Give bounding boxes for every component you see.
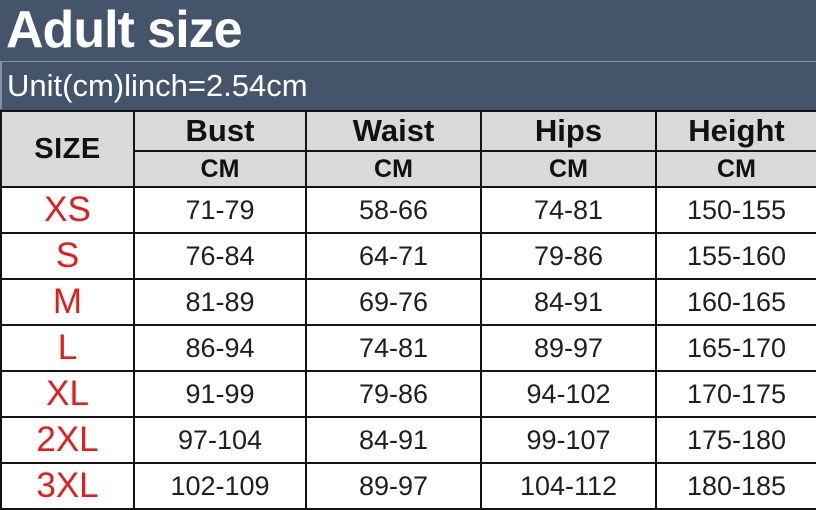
waist-value: 58-66 xyxy=(305,186,482,234)
waist-value: 79-86 xyxy=(305,370,482,418)
table-row-2xl: 2XL 97-104 84-91 99-107 175-180 xyxy=(0,416,816,464)
page-title: Adult size xyxy=(6,1,243,59)
size-table: SIZE Bust Waist Hips Height CM CM CM CM … xyxy=(0,110,816,510)
bust-value: 86-94 xyxy=(133,324,307,372)
table-row-3xl: 3XL 102-109 89-97 104-112 180-185 xyxy=(0,462,816,510)
size-table-header: SIZE Bust Waist Hips Height CM CM CM CM xyxy=(0,110,816,188)
col-header-height: Height xyxy=(655,110,816,152)
unit-header-bust: CM xyxy=(133,150,307,188)
bust-value: 81-89 xyxy=(133,278,307,326)
col-header-waist: Waist xyxy=(305,110,482,152)
size-label: XL xyxy=(0,370,135,418)
size-label: XS xyxy=(0,186,135,234)
height-value: 150-155 xyxy=(655,186,816,234)
unit-header-row: CM CM CM CM xyxy=(1,150,816,188)
hips-value: 89-97 xyxy=(480,324,657,372)
bust-value: 97-104 xyxy=(133,416,307,464)
banner: Adult size Unit(cm)linch=2.54cm xyxy=(0,0,816,110)
height-value: 155-160 xyxy=(655,232,816,280)
unit-header-height: CM xyxy=(655,150,816,188)
height-value: 170-175 xyxy=(655,370,816,418)
table-row-s: S 76-84 64-71 79-86 155-160 xyxy=(0,232,816,280)
table-row-m: M 81-89 69-76 84-91 160-165 xyxy=(0,278,816,326)
bust-value: 76-84 xyxy=(133,232,307,280)
col-header-size: SIZE xyxy=(0,110,135,188)
waist-value: 74-81 xyxy=(305,324,482,372)
measure-header-row: SIZE Bust Waist Hips Height xyxy=(0,110,816,188)
hips-value: 94-102 xyxy=(480,370,657,418)
waist-value: 84-91 xyxy=(305,416,482,464)
table-row-xs: XS 71-79 58-66 74-81 150-155 xyxy=(0,186,816,234)
size-label: M xyxy=(0,278,135,326)
bust-value: 102-109 xyxy=(133,462,307,510)
height-value: 160-165 xyxy=(655,278,816,326)
size-label: S xyxy=(0,232,135,280)
table-row-xl: XL 91-99 79-86 94-102 170-175 xyxy=(0,370,816,418)
col-header-bust: Bust xyxy=(133,110,307,152)
size-label: L xyxy=(0,324,135,372)
waist-value: 69-76 xyxy=(305,278,482,326)
col-header-hips: Hips xyxy=(480,110,657,152)
hips-value: 84-91 xyxy=(480,278,657,326)
waist-value: 89-97 xyxy=(305,462,482,510)
waist-value: 64-71 xyxy=(305,232,482,280)
height-value: 165-170 xyxy=(655,324,816,372)
height-value: 175-180 xyxy=(655,416,816,464)
size-label: 2XL xyxy=(0,416,135,464)
unit-header-waist: CM xyxy=(305,150,482,188)
unit-conversion-note: Unit(cm)linch=2.54cm xyxy=(0,61,816,109)
table-row-l: L 86-94 74-81 89-97 165-170 xyxy=(0,324,816,372)
bust-value: 71-79 xyxy=(133,186,307,234)
hips-value: 79-86 xyxy=(480,232,657,280)
bust-value: 91-99 xyxy=(133,370,307,418)
hips-value: 74-81 xyxy=(480,186,657,234)
hips-value: 104-112 xyxy=(480,462,657,510)
height-value: 180-185 xyxy=(655,462,816,510)
size-table-body: XS 71-79 58-66 74-81 150-155 S 76-84 64-… xyxy=(0,186,816,510)
hips-value: 99-107 xyxy=(480,416,657,464)
unit-header-hips: CM xyxy=(480,150,657,188)
size-label: 3XL xyxy=(0,462,135,510)
